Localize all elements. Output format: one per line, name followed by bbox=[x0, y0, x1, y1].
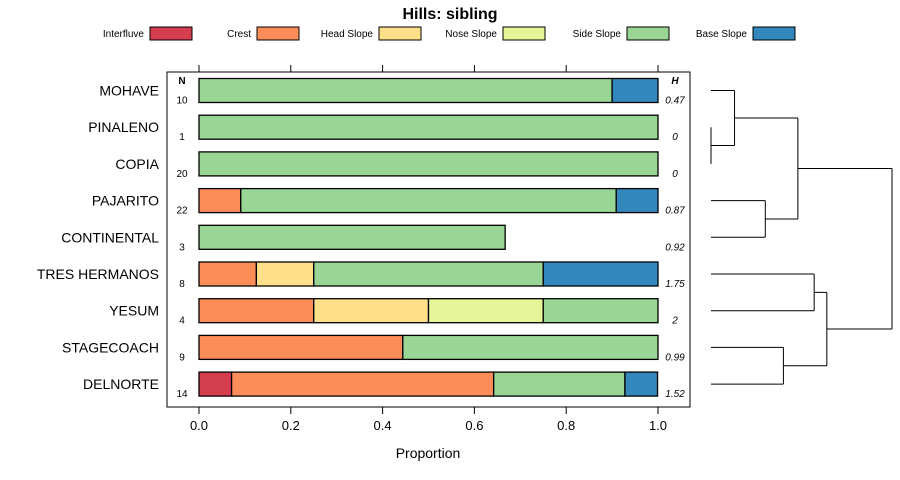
dendrogram bbox=[710, 90, 893, 385]
row-label-mohave: MOHAVE bbox=[99, 83, 159, 99]
row-label-pinaleno: PINALENO bbox=[88, 119, 159, 135]
bar-yesum-crest bbox=[198, 298, 315, 324]
bar-delnorte-side-slope bbox=[493, 371, 626, 397]
row-label-yesum: YESUM bbox=[109, 303, 159, 319]
legend-swatch-interfluve bbox=[149, 26, 193, 41]
bar-tres-hermanos-crest bbox=[198, 261, 258, 287]
bar-pinaleno-side-slope bbox=[198, 114, 659, 140]
n-value-continental: 3 bbox=[179, 242, 185, 253]
legend-swatch-head-slope bbox=[378, 26, 422, 41]
n-value-stagecoach: 9 bbox=[179, 352, 185, 363]
n-value-pajarito: 22 bbox=[176, 206, 188, 217]
legend-label-nose-slope: Nose Slope bbox=[445, 29, 497, 40]
bar-tres-hermanos-base-slope bbox=[542, 261, 659, 287]
x-tick-label-5: 1.0 bbox=[649, 418, 667, 433]
x-axis-label: Proportion bbox=[396, 445, 461, 461]
n-column-header: N bbox=[178, 76, 185, 87]
x-tick-label-3: 0.6 bbox=[465, 418, 483, 433]
n-value-yesum: 4 bbox=[179, 316, 185, 327]
n-value-tres-hermanos: 8 bbox=[179, 279, 185, 290]
bar-tres-hermanos-side-slope bbox=[313, 261, 544, 287]
legend-swatch-side-slope bbox=[626, 26, 670, 41]
n-value-pinaleno: 1 bbox=[179, 132, 185, 143]
n-value-delnorte: 14 bbox=[176, 389, 188, 400]
bar-pajarito-crest bbox=[198, 187, 242, 214]
bar-yesum-nose-slope bbox=[427, 298, 544, 324]
bar-stagecoach-crest bbox=[198, 334, 404, 361]
row-label-pajarito: PAJARITO bbox=[92, 193, 159, 209]
bar-pajarito-side-slope bbox=[240, 187, 617, 214]
bar-mohave-base-slope bbox=[611, 77, 659, 104]
legend-label-interfluve: Interfluve bbox=[103, 29, 145, 40]
n-value-mohave: 10 bbox=[176, 96, 188, 107]
legend-label-base-slope: Base Slope bbox=[696, 29, 748, 40]
bar-stagecoach-side-slope bbox=[402, 334, 659, 361]
legend-swatch-base-slope bbox=[752, 26, 796, 41]
bars-group bbox=[198, 77, 659, 397]
bar-mohave-side-slope bbox=[198, 77, 613, 104]
h-value-pinaleno: 0 bbox=[672, 132, 678, 143]
legend-label-crest: Crest bbox=[227, 29, 251, 40]
legend-label-head-slope: Head Slope bbox=[321, 29, 374, 40]
x-axis: 0.0 0.2 0.4 0.6 0.8 1.0 bbox=[190, 65, 667, 433]
row-label-tres-hermanos: TRES HERMANOS bbox=[37, 266, 159, 282]
h-value-pajarito: 0.87 bbox=[665, 206, 685, 217]
h-value-continental: 0.92 bbox=[665, 242, 685, 253]
chart-title: Hills: sibling bbox=[402, 6, 497, 23]
bar-continental-side-slope bbox=[198, 224, 506, 250]
x-tick-label-4: 0.8 bbox=[557, 418, 575, 433]
legend-label-side-slope: Side Slope bbox=[573, 29, 622, 40]
h-value-copia: 0 bbox=[672, 169, 678, 180]
h-value-tres-hermanos: 1.75 bbox=[665, 279, 685, 290]
plot-frame bbox=[166, 71, 691, 408]
bar-delnorte-base-slope bbox=[624, 371, 659, 397]
x-tick-label-2: 0.4 bbox=[374, 418, 392, 433]
bar-delnorte-interfluve bbox=[198, 371, 233, 397]
row-label-copia: COPIA bbox=[115, 156, 159, 172]
legend-swatch-nose-slope bbox=[502, 26, 546, 41]
legend-swatch-crest bbox=[256, 26, 300, 41]
legend: Interfluve Crest Head Slope Nose Slope Side … bbox=[103, 26, 796, 41]
h-value-stagecoach: 0.99 bbox=[665, 352, 685, 363]
n-value-copia: 20 bbox=[176, 169, 188, 180]
row-label-delnorte: DELNORTE bbox=[83, 376, 159, 392]
bar-delnorte-crest bbox=[230, 371, 495, 397]
bar-yesum-side-slope bbox=[542, 298, 659, 324]
h-value-delnorte: 1.52 bbox=[665, 389, 685, 400]
bar-yesum-head-slope bbox=[313, 298, 430, 324]
bar-pajarito-base-slope bbox=[615, 187, 659, 214]
x-tick-label-1: 0.2 bbox=[282, 418, 300, 433]
row-label-continental: CONTINENTAL bbox=[61, 229, 159, 245]
bar-tres-hermanos-head-slope bbox=[255, 261, 315, 287]
x-tick-label-0: 0.0 bbox=[190, 418, 208, 433]
row-label-stagecoach: STAGECOACH bbox=[62, 339, 159, 355]
h-value-mohave: 0.47 bbox=[665, 96, 685, 107]
h-column-header: H bbox=[671, 76, 679, 87]
bar-copia-side-slope bbox=[198, 151, 659, 177]
h-value-yesum: 2 bbox=[671, 316, 678, 327]
